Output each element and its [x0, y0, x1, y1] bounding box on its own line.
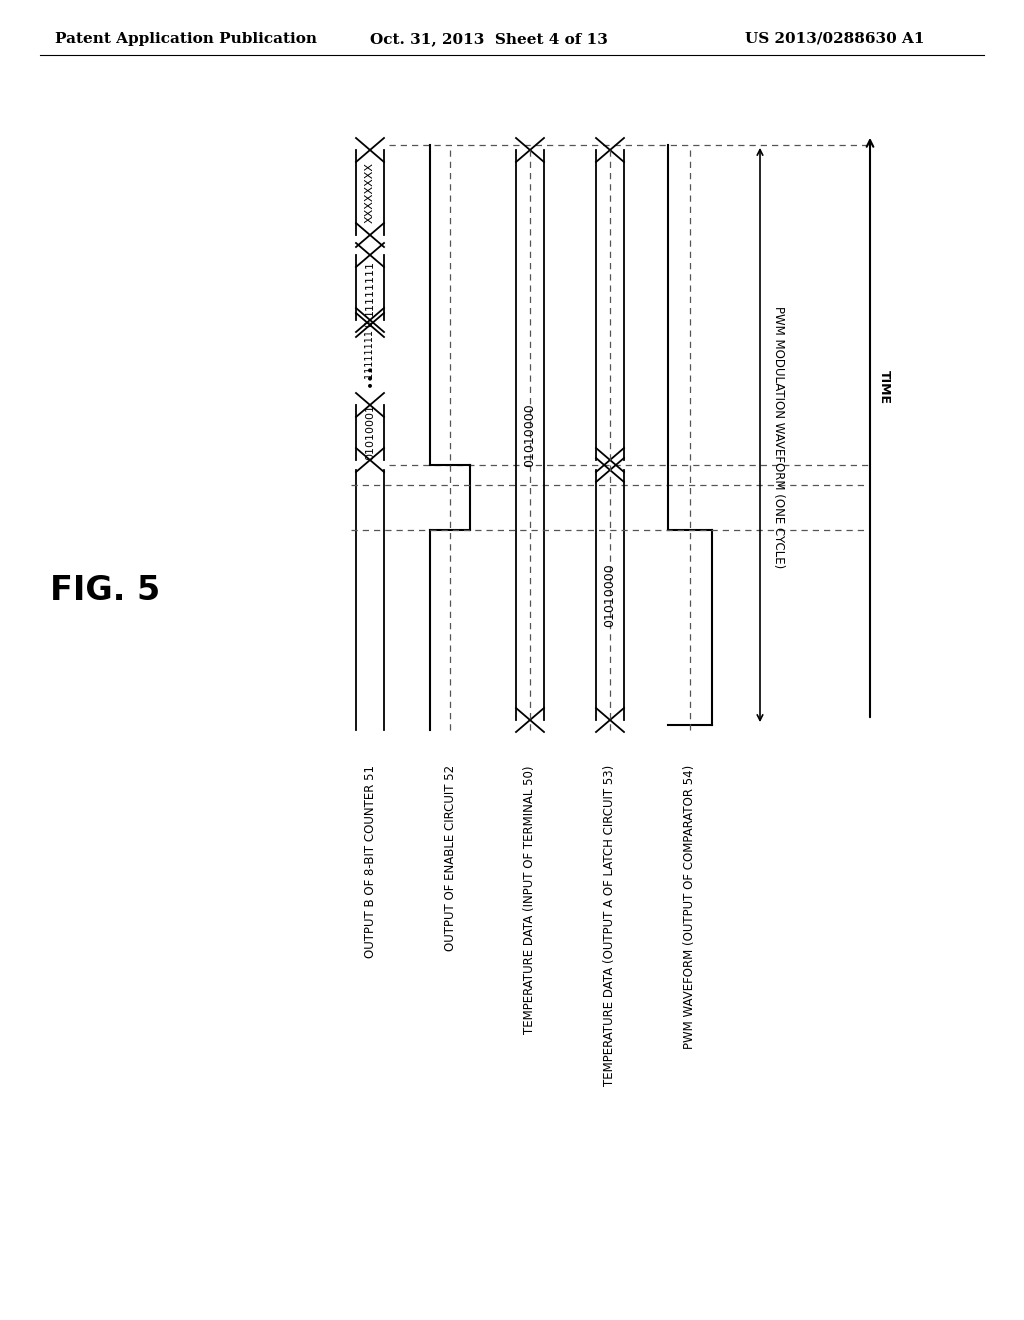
Text: Oct. 31, 2013  Sheet 4 of 13: Oct. 31, 2013 Sheet 4 of 13: [370, 32, 608, 46]
Text: TEMPERATURE DATA (OUTPUT A OF LATCH CIRCUIT 53): TEMPERATURE DATA (OUTPUT A OF LATCH CIRC…: [603, 766, 616, 1086]
Text: FIG. 5: FIG. 5: [50, 573, 160, 606]
Text: OUTPUT OF ENABLE CIRCUIT 52: OUTPUT OF ENABLE CIRCUIT 52: [443, 766, 457, 952]
Text: Patent Application Publication: Patent Application Publication: [55, 32, 317, 46]
Text: US 2013/0288630 A1: US 2013/0288630 A1: [745, 32, 925, 46]
Text: PWM WAVEFORM (OUTPUT OF COMPARATOR 54): PWM WAVEFORM (OUTPUT OF COMPARATOR 54): [683, 766, 696, 1049]
Text: 01010001: 01010001: [365, 404, 375, 461]
Text: 11111111 0: 11111111 0: [365, 321, 375, 379]
Text: XXXXXXXX: XXXXXXXX: [365, 162, 375, 223]
Text: TIME: TIME: [878, 371, 891, 404]
Text: 01010000: 01010000: [523, 403, 537, 467]
Text: •••: •••: [362, 363, 377, 387]
Text: OUTPUT B OF 8-BIT COUNTER 51: OUTPUT B OF 8-BIT COUNTER 51: [364, 766, 377, 958]
Text: 01010000: 01010000: [603, 564, 616, 627]
Text: TEMPERATURE DATA (INPUT OF TERMINAL 50): TEMPERATURE DATA (INPUT OF TERMINAL 50): [523, 766, 537, 1034]
Text: 11111111: 11111111: [365, 260, 375, 315]
Text: PWM MODULATION WAVEFORM (ONE CYCLE): PWM MODULATION WAVEFORM (ONE CYCLE): [771, 306, 784, 569]
